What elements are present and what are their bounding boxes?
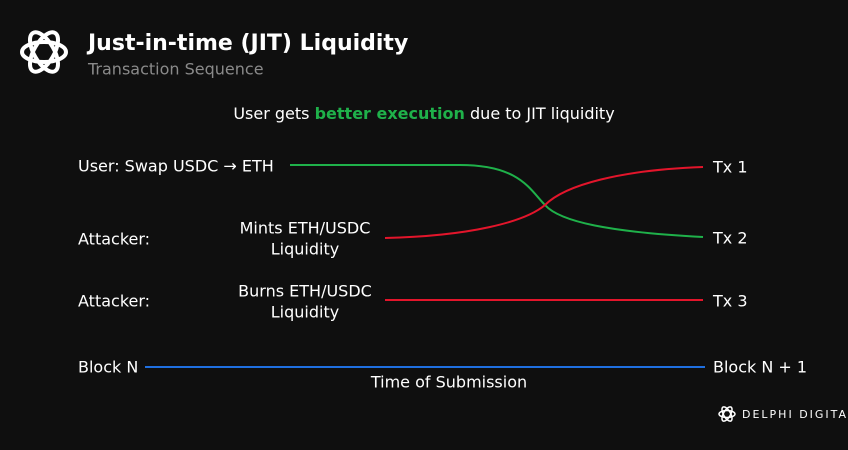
action-label: Mints ETH/USDC: [240, 219, 371, 238]
title: Just-in-time (JIT) Liquidity: [86, 31, 408, 56]
timeline-start: Block N: [78, 358, 138, 377]
brand-logo: [718, 406, 736, 422]
action-label: Liquidity: [271, 303, 339, 322]
timeline-label: Time of Submission: [370, 373, 527, 392]
headline-highlight: better execution: [315, 104, 465, 123]
subtitle: Transaction Sequence: [87, 60, 264, 79]
tx-label: Tx 3: [712, 292, 748, 311]
timeline-end: Block N + 1: [713, 358, 807, 377]
brand: DELPHI DIGITAL: [742, 408, 848, 421]
headline: User gets better execution due to JIT li…: [233, 104, 614, 123]
actor-label: User: Swap USDC → ETH: [78, 157, 274, 176]
headline-text: due to JIT liquidity: [470, 104, 615, 123]
action-label: Burns ETH/USDC: [238, 282, 372, 301]
tx-label: Tx 1: [712, 158, 748, 177]
actor-label: Attacker:: [78, 292, 150, 311]
action-label: Liquidity: [271, 240, 339, 259]
tx-label: Tx 2: [712, 229, 748, 248]
actor-label: Attacker:: [78, 230, 150, 249]
mint-arrow: [384, 166, 704, 239]
logo: [20, 30, 68, 74]
headline-text: User gets: [233, 104, 309, 123]
